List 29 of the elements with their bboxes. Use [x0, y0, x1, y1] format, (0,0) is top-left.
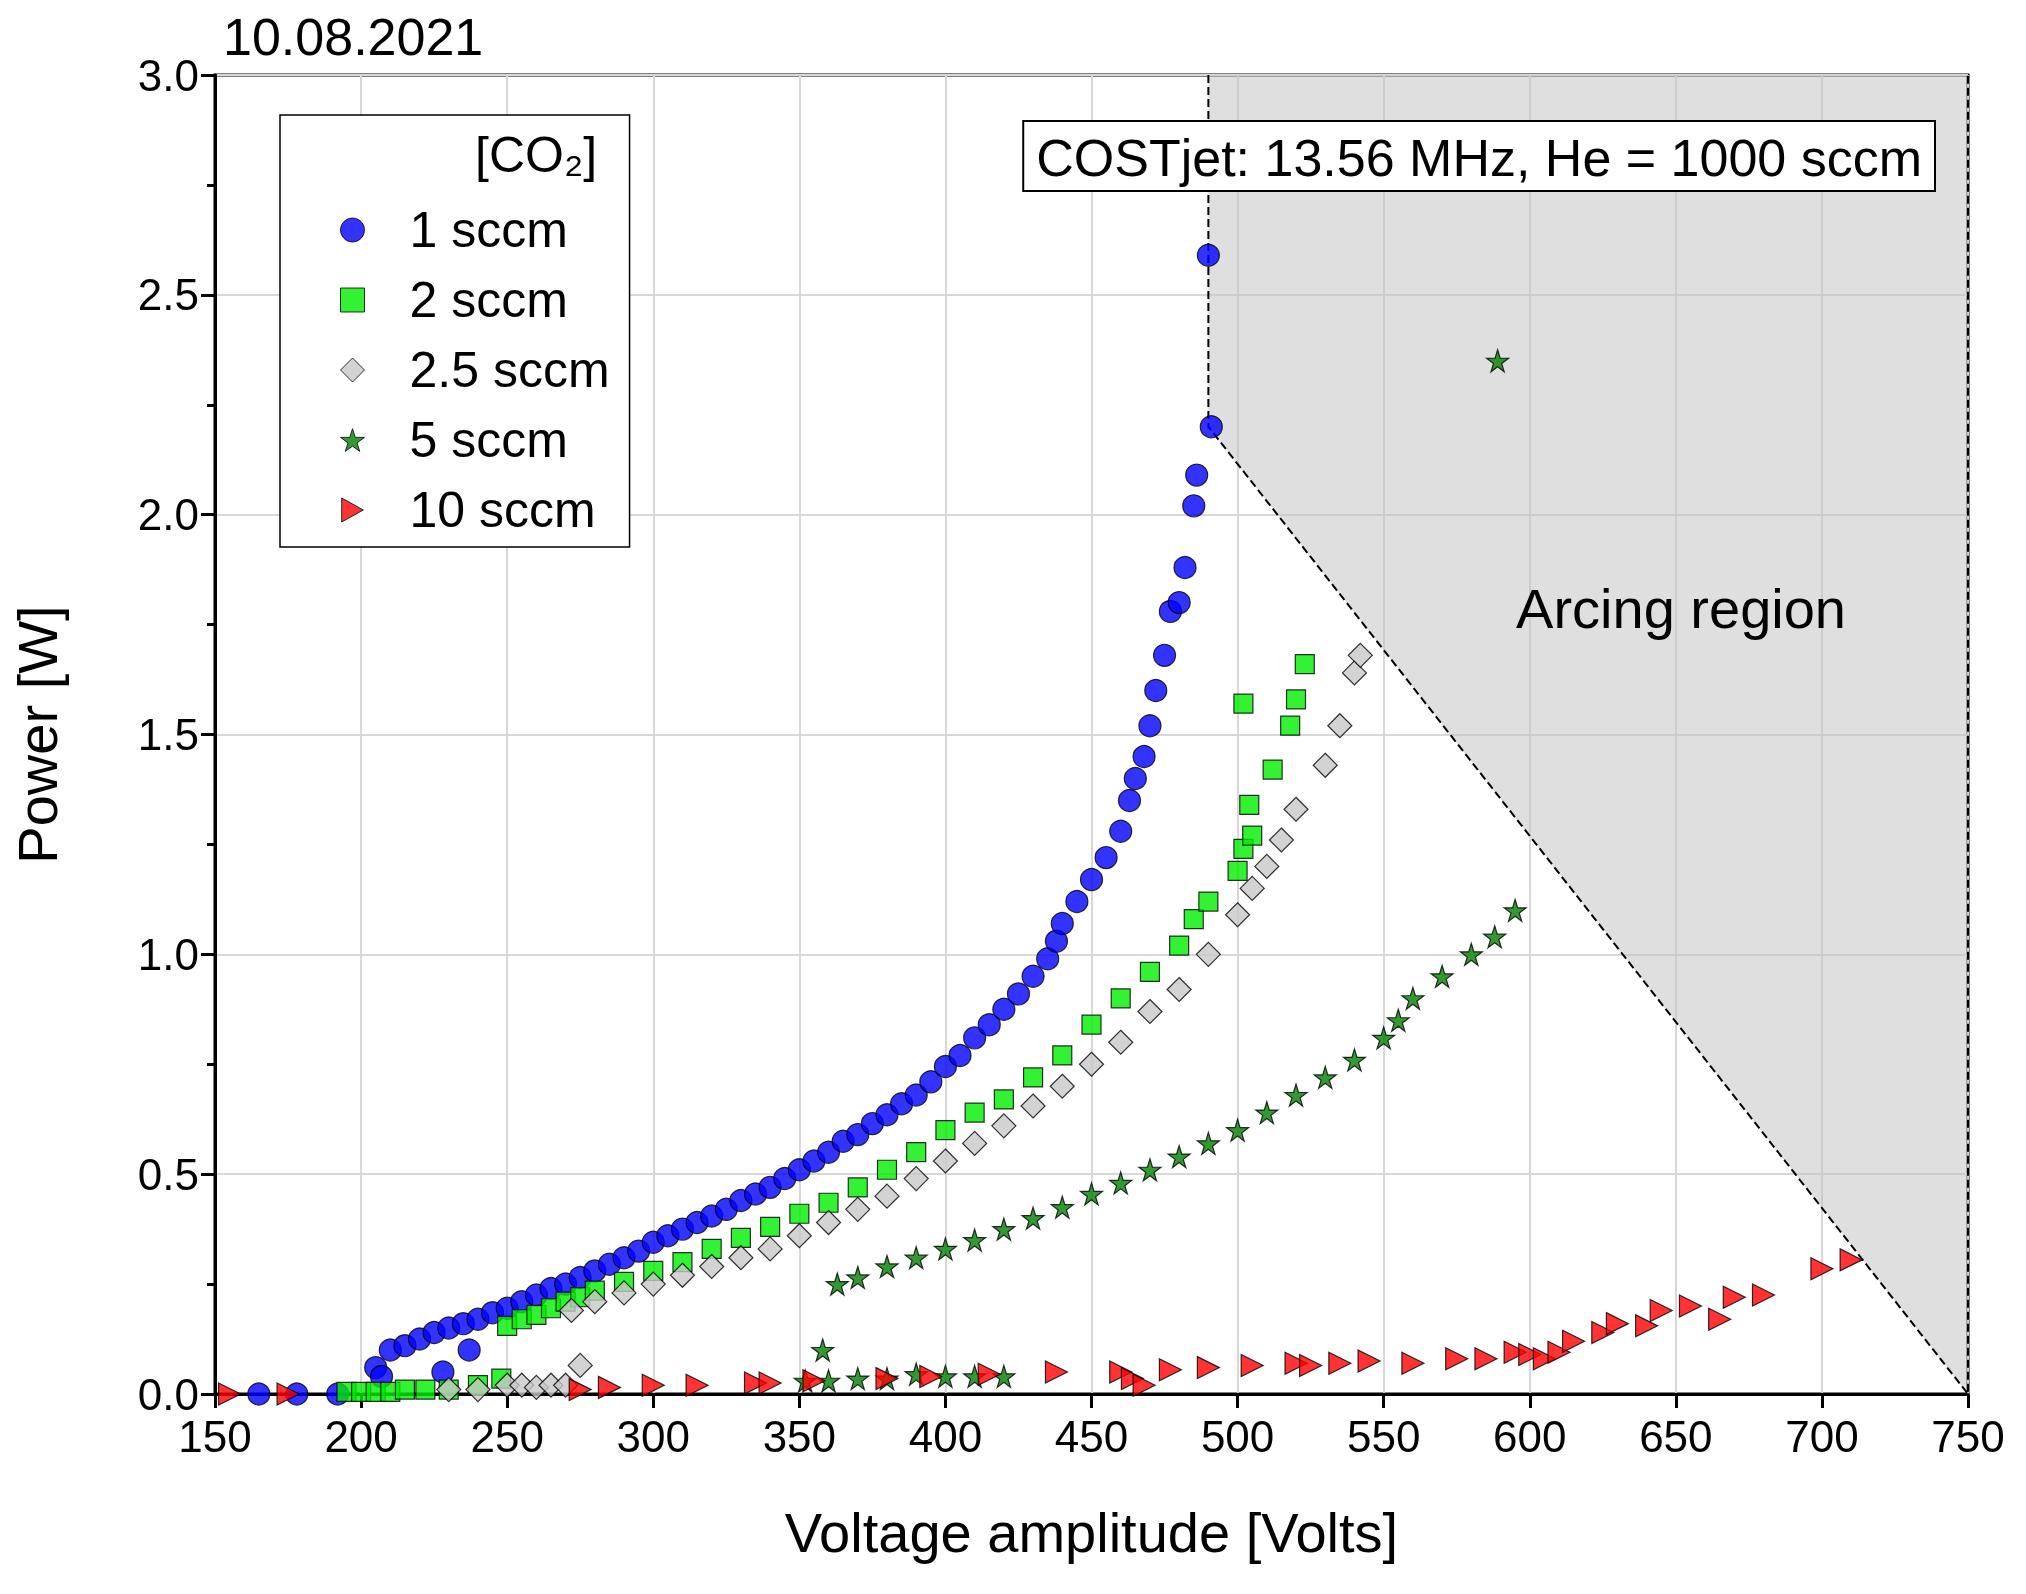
chart-title: 10.08.2021: [223, 8, 484, 66]
x-tick-label: 750: [1931, 1411, 2005, 1461]
x-tick-label: 600: [1493, 1411, 1567, 1461]
annotation: COSTjet: 13.56 MHz, He = 1000 sccm: [1036, 129, 1922, 187]
y-tick-label: 2.0: [137, 490, 199, 540]
x-tick-label: 700: [1785, 1411, 1859, 1461]
legend-label: 2.5 sccm: [409, 342, 610, 398]
y-axis-title: Power [W]: [5, 605, 69, 864]
annotation: Arcing region: [1516, 576, 1847, 640]
y-tick-label: 2.5: [137, 270, 199, 320]
legend-label: 1 sccm: [409, 202, 568, 258]
y-tick-label: 1.0: [137, 929, 199, 979]
legend-title: [CO₂]: [475, 127, 598, 183]
x-tick-label: 300: [616, 1411, 690, 1461]
y-tick-label: 1.5: [137, 710, 199, 759]
y-tick-label: 3.0: [137, 50, 199, 100]
x-tick-label: 450: [1054, 1411, 1129, 1461]
x-tick-label: 400: [908, 1411, 983, 1461]
x-tick-label: 500: [1200, 1411, 1275, 1461]
legend-label: 10 sccm: [409, 482, 596, 538]
x-tick-label: 200: [324, 1411, 398, 1461]
legend-label: 5 sccm: [409, 412, 568, 468]
legend-label: 2 sccm: [409, 272, 568, 328]
x-axis-title: Voltage amplitude [Volts]: [784, 1500, 1399, 1564]
x-tick-label: 250: [470, 1411, 544, 1461]
x-tick-label: 350: [762, 1411, 837, 1461]
y-tick-label: 0.5: [137, 1149, 199, 1199]
x-tick-label: 550: [1346, 1411, 1421, 1461]
x-tick-label: 650: [1639, 1411, 1713, 1461]
